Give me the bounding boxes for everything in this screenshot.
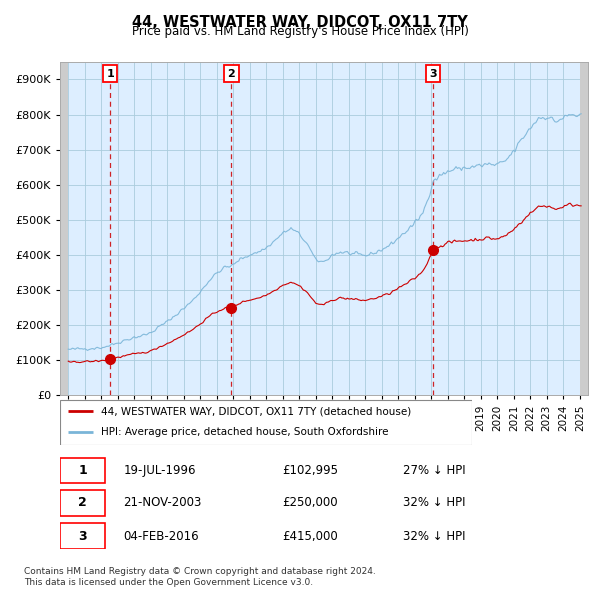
- Text: 27% ↓ HPI: 27% ↓ HPI: [403, 464, 466, 477]
- FancyBboxPatch shape: [60, 458, 105, 483]
- Text: HPI: Average price, detached house, South Oxfordshire: HPI: Average price, detached house, Sout…: [101, 427, 389, 437]
- Text: 44, WESTWATER WAY, DIDCOT, OX11 7TY: 44, WESTWATER WAY, DIDCOT, OX11 7TY: [132, 15, 468, 30]
- Bar: [580, 62, 588, 395]
- Bar: [60, 62, 68, 395]
- FancyBboxPatch shape: [60, 490, 105, 516]
- Text: 21-NOV-2003: 21-NOV-2003: [124, 496, 202, 509]
- Text: 44, WESTWATER WAY, DIDCOT, OX11 7TY (detached house): 44, WESTWATER WAY, DIDCOT, OX11 7TY (det…: [101, 407, 412, 417]
- Text: 32% ↓ HPI: 32% ↓ HPI: [403, 496, 466, 509]
- Text: 3: 3: [429, 68, 437, 78]
- Text: Price paid vs. HM Land Registry's House Price Index (HPI): Price paid vs. HM Land Registry's House …: [131, 25, 469, 38]
- Text: 2: 2: [79, 496, 87, 509]
- Text: 3: 3: [79, 530, 87, 543]
- Text: This data is licensed under the Open Government Licence v3.0.: This data is licensed under the Open Gov…: [24, 578, 313, 588]
- Text: 1: 1: [106, 68, 114, 78]
- Text: £415,000: £415,000: [282, 530, 338, 543]
- Text: 19-JUL-1996: 19-JUL-1996: [124, 464, 196, 477]
- Text: £250,000: £250,000: [282, 496, 337, 509]
- Text: 1: 1: [79, 464, 87, 477]
- Text: £102,995: £102,995: [282, 464, 338, 477]
- FancyBboxPatch shape: [60, 399, 472, 444]
- Text: 32% ↓ HPI: 32% ↓ HPI: [403, 530, 466, 543]
- Text: 04-FEB-2016: 04-FEB-2016: [124, 530, 199, 543]
- FancyBboxPatch shape: [60, 523, 105, 549]
- Text: 2: 2: [227, 68, 235, 78]
- Text: Contains HM Land Registry data © Crown copyright and database right 2024.: Contains HM Land Registry data © Crown c…: [24, 566, 376, 576]
